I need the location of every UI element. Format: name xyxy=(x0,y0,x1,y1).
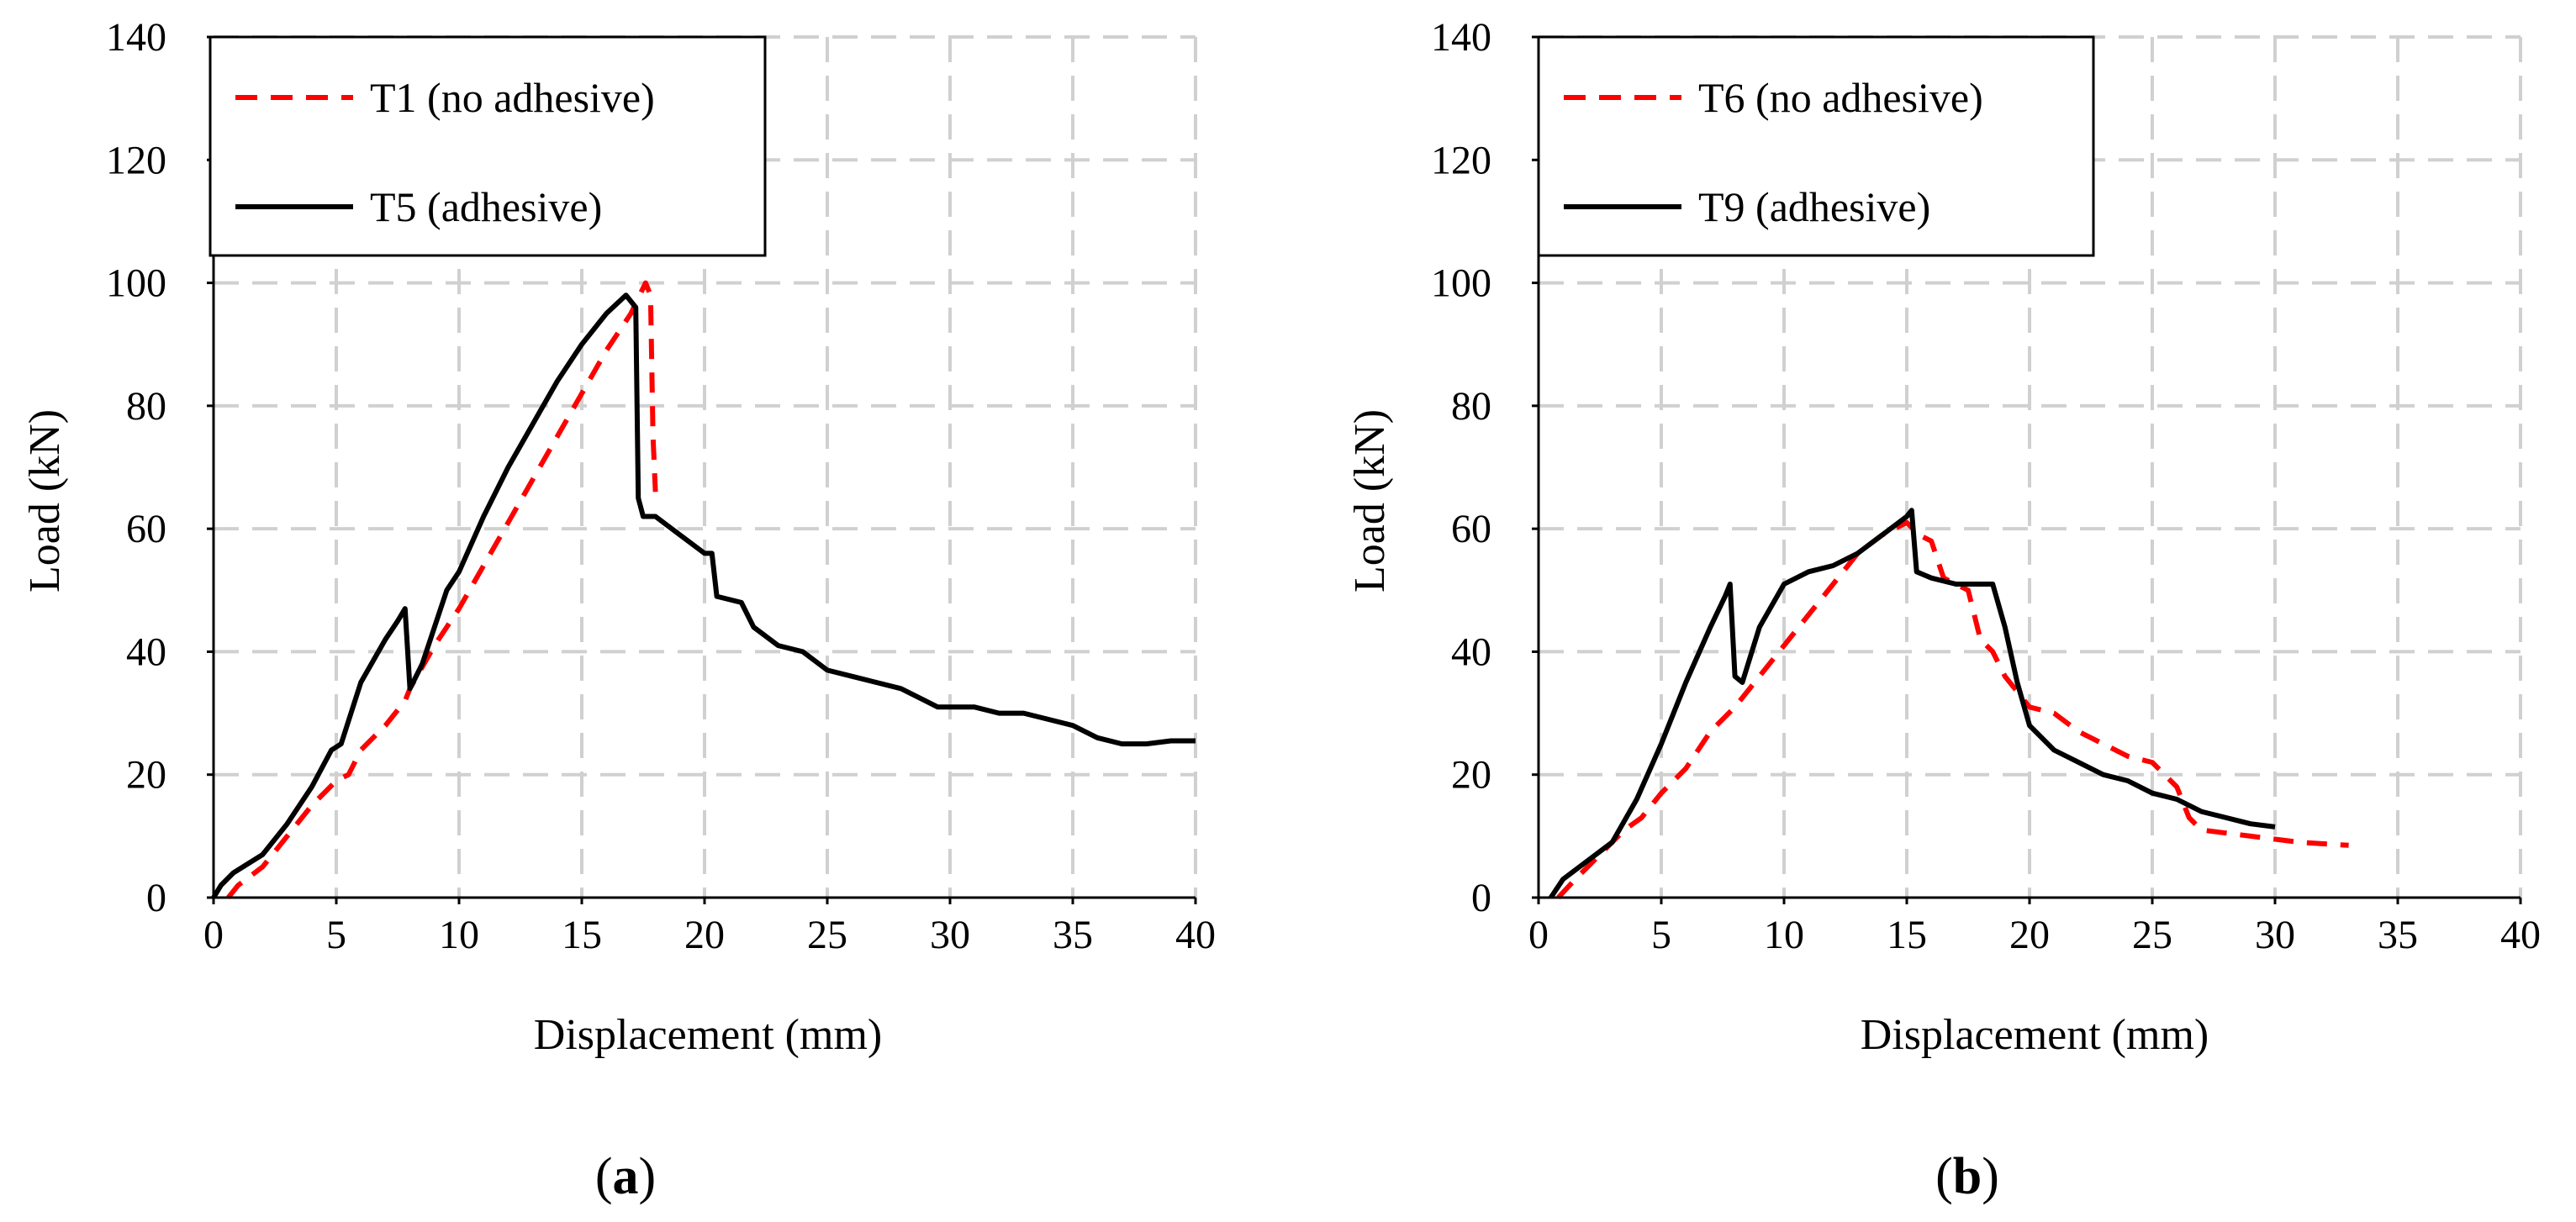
x-tick-label-b-7: 35 xyxy=(2378,913,2418,957)
x-axis-label-b: Displacement (mm) xyxy=(1861,1011,2209,1059)
y-axis-label-a: Load (kN) xyxy=(21,409,69,593)
y-tick-label-b-5: 100 xyxy=(1431,261,1491,306)
x-tick-label-b-1: 5 xyxy=(1651,913,1671,957)
panel-letter-b: b xyxy=(1953,1148,1982,1205)
y-tick-label-a-5: 100 xyxy=(106,261,166,306)
y-tick-label-a-2: 40 xyxy=(126,629,166,674)
y-tick-label-b-0: 0 xyxy=(1471,876,1491,920)
y-tick-label-b-6: 120 xyxy=(1431,138,1491,182)
y-tick-label-b-2: 40 xyxy=(1451,629,1491,674)
series-line-b-1 xyxy=(1549,508,2276,899)
legend-label-t6: T6 (no adhesive) xyxy=(1698,74,1983,121)
y-tick-label-a-6: 120 xyxy=(106,138,166,182)
x-axis-label-a: Displacement (mm) xyxy=(534,1011,882,1059)
x-tick-label-b-2: 10 xyxy=(1764,913,1804,957)
x-tick-label-a-5: 25 xyxy=(807,913,847,957)
x-tick-label-a-3: 15 xyxy=(562,913,602,957)
panel-label-a: (a) xyxy=(595,1148,656,1205)
y-tick-label-a-7: 140 xyxy=(106,15,166,60)
tick-labels-a: 0 5 10 15 20 25 30 35 40 0 20 40 60 80 100 120 140 xyxy=(106,15,1216,957)
x-tick-label-a-8: 40 xyxy=(1175,913,1216,957)
x-tick-label-b-4: 20 xyxy=(2009,913,2050,957)
series-line-a-1 xyxy=(211,292,1196,899)
x-tick-label-a-6: 30 xyxy=(930,913,970,957)
x-tick-label-b-6: 30 xyxy=(2255,913,2295,957)
y-tick-label-a-0: 0 xyxy=(146,876,166,920)
x-tick-label-a-7: 35 xyxy=(1053,913,1093,957)
y-tick-label-a-3: 60 xyxy=(126,507,166,551)
x-tick-label-b-0: 0 xyxy=(1528,913,1549,957)
series-line-b-0 xyxy=(1556,519,2349,900)
y-axis-label-b: Load (kN) xyxy=(1346,409,1394,593)
legend-label-t5: T5 (adhesive) xyxy=(370,183,602,230)
tick-labels-b: 0 5 10 15 20 25 30 35 40 0 20 40 60 80 100 120 140 xyxy=(1431,15,2541,957)
y-tick-label-b-7: 140 xyxy=(1431,15,1491,60)
x-tick-label-b-8: 40 xyxy=(2500,913,2541,957)
x-tick-label-a-4: 20 xyxy=(684,913,725,957)
chart-panel-b: 0 5 10 15 20 25 30 35 40 0 20 40 60 80 100 120 140 Displ… xyxy=(1346,15,2541,1205)
legend-box-a xyxy=(209,35,767,257)
legend-box-b xyxy=(1537,35,2095,257)
x-tick-label-a-0: 0 xyxy=(203,913,224,957)
x-tick-label-a-2: 10 xyxy=(439,913,479,957)
x-tick-label-b-5: 25 xyxy=(2132,913,2172,957)
y-tick-label-b-4: 80 xyxy=(1451,384,1491,429)
legend-a: T1 (no adhesive) T5 (adhesive) xyxy=(209,35,767,257)
panel-label-b: (b) xyxy=(1935,1148,1999,1205)
chart-panel-a: 0 5 10 15 20 25 30 35 40 0 20 40 60 80 100 120 140 Displ… xyxy=(21,15,1216,1205)
legend-b: T6 (no adhesive) T9 (adhesive) xyxy=(1537,35,2095,257)
legend-label-t9: T9 (adhesive) xyxy=(1698,183,1930,230)
x-tick-label-a-1: 5 xyxy=(326,913,346,957)
y-tick-label-b-1: 20 xyxy=(1451,753,1491,798)
x-tick-label-b-3: 15 xyxy=(1887,913,1927,957)
series-lines-b xyxy=(1549,508,2349,900)
y-tick-label-a-1: 20 xyxy=(126,753,166,798)
panel-letter-a: a xyxy=(613,1148,639,1205)
y-tick-label-b-3: 60 xyxy=(1451,507,1491,551)
legend-label-t1: T1 (no adhesive) xyxy=(370,74,655,121)
y-tick-label-a-4: 80 xyxy=(126,384,166,429)
series-lines-a xyxy=(211,280,1196,899)
